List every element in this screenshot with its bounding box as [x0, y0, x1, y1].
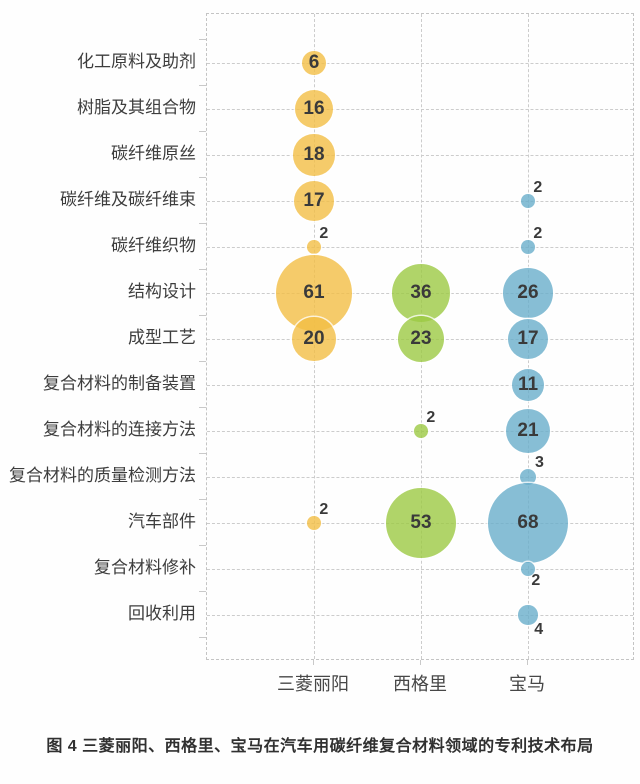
y-axis-label: 结构设计	[128, 282, 196, 301]
y-axis-label: 复合材料的连接方法	[43, 420, 196, 439]
bubble-value-label: 16	[303, 98, 325, 119]
figure-caption: 图 4 三菱丽阳、西格里、宝马在汽车用碳纤维复合材料领域的专利技术布局	[46, 738, 594, 755]
y-axis-label: 成型工艺	[128, 328, 196, 347]
bubble	[307, 516, 321, 530]
bubble	[521, 562, 535, 576]
axis-tick-bottom	[313, 660, 314, 665]
y-axis-label: 回收利用	[128, 604, 196, 623]
x-axis-label: 三菱丽阳	[277, 674, 349, 694]
axis-tick-left	[199, 545, 206, 546]
bubble	[294, 181, 334, 221]
y-axis-label: 化工原料及助剂	[77, 52, 196, 71]
axis-tick-left	[199, 499, 206, 500]
bubble	[397, 315, 445, 363]
bubble	[521, 194, 535, 208]
bubble	[518, 605, 538, 625]
bubble	[488, 483, 568, 563]
bubble-value-label: 21	[517, 420, 539, 441]
axis-tick-left	[199, 315, 206, 316]
bubble-value-label: 2	[533, 225, 543, 243]
axis-tick-bottom	[420, 660, 421, 665]
axis-tick-left	[199, 591, 206, 592]
gridline-h	[207, 569, 633, 570]
y-axis-label: 碳纤维织物	[111, 236, 196, 255]
bubble-value-label: 18	[303, 144, 325, 165]
gridline-h	[207, 109, 633, 110]
gridline-h	[207, 385, 633, 386]
bubble-value-label: 6	[308, 52, 320, 73]
bubble	[414, 424, 428, 438]
bubble	[521, 240, 535, 254]
axis-tick-left	[199, 453, 206, 454]
bubble	[391, 263, 451, 323]
bubble-value-label: 23	[410, 328, 432, 349]
gridline-h	[207, 63, 633, 64]
axis-tick-left	[199, 131, 206, 132]
bubble	[511, 368, 545, 402]
bubble	[508, 319, 548, 359]
gridline-h	[207, 201, 633, 202]
axis-tick-left	[199, 177, 206, 178]
y-axis-label: 复合材料的制备装置	[43, 374, 196, 393]
y-axis-label: 复合材料修补	[94, 558, 196, 577]
bubble	[505, 408, 551, 454]
bubble-value-label: 2	[426, 409, 436, 427]
y-axis-label: 树脂及其组合物	[77, 98, 196, 117]
gridline-h	[207, 477, 633, 478]
bubble	[294, 89, 334, 129]
axis-tick-left	[199, 269, 206, 270]
x-axis-label: 西格里	[393, 674, 447, 694]
gridline-h	[207, 155, 633, 156]
bubble-value-label: 36	[410, 282, 432, 303]
bubble-value-label: 26	[517, 282, 539, 303]
bubble	[503, 268, 553, 318]
bubble-value-label: 20	[303, 328, 325, 349]
axis-tick-left	[199, 637, 206, 638]
bubble-value-label: 4	[534, 620, 544, 638]
y-axis-label: 碳纤维原丝	[111, 144, 196, 163]
bubble	[292, 317, 336, 361]
bubble-value-label: 2	[533, 179, 543, 197]
plot-area: 6 16 18 17 2 61 20 2 36 23 2 53 2 2 26 17 11 21 3 68 2 4	[206, 13, 634, 660]
bubble-value-label: 3	[534, 453, 544, 471]
bubble-value-label: 2	[319, 225, 329, 243]
bubble-value-label: 61	[303, 282, 325, 303]
bubble-value-label: 53	[410, 512, 432, 533]
bubble	[307, 240, 321, 254]
bubble	[293, 134, 335, 176]
y-axis-label: 碳纤维及碳纤维束	[60, 190, 196, 209]
bubble	[302, 51, 326, 75]
bubble-value-label: 17	[303, 190, 325, 211]
bubble-value-label: 2	[531, 571, 541, 589]
axis-tick-left	[199, 85, 206, 86]
axis-tick-left	[199, 361, 206, 362]
axis-tick-bottom	[527, 660, 528, 665]
bubble-value-label: 68	[517, 512, 539, 533]
axis-tick-left	[199, 407, 206, 408]
bubble-value-label: 17	[517, 328, 539, 349]
axis-tick-left	[199, 223, 206, 224]
gridline-h	[207, 615, 633, 616]
bubble-value-label: 2	[319, 501, 329, 519]
bubble	[519, 468, 537, 486]
bubble	[385, 487, 457, 559]
y-axis-label: 汽车部件	[128, 512, 196, 531]
bubble-value-label: 11	[517, 374, 539, 395]
gridline-h	[207, 247, 633, 248]
axis-tick-left	[199, 39, 206, 40]
y-axis-label: 复合材料的质量检测方法	[9, 466, 196, 485]
x-axis-label: 宝马	[509, 674, 545, 694]
